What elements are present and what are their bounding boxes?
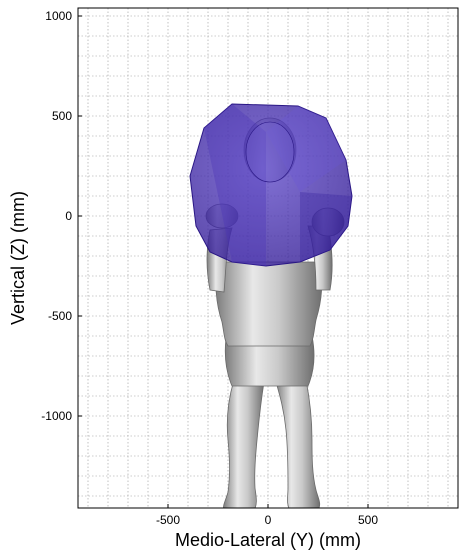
pelvis xyxy=(224,335,315,387)
y-tick-label: 0 xyxy=(65,209,72,223)
envelope-facet-3 xyxy=(300,192,352,262)
x-tick-label: -500 xyxy=(156,513,180,527)
envelope-facet-1 xyxy=(204,104,266,266)
envelope-outer xyxy=(189,103,353,267)
x-tick-label: 500 xyxy=(358,513,378,527)
torso xyxy=(215,261,322,347)
envelope-facet-2 xyxy=(266,106,346,192)
y-axis-ticks: 1000 500 0 -500 -1000 xyxy=(41,9,82,423)
x-axis-label: Medio-Lateral (Y) (mm) xyxy=(175,530,361,550)
y-tick-label: -500 xyxy=(48,309,72,323)
y-tick-label: -1000 xyxy=(41,409,72,423)
x-tick-label: 0 xyxy=(265,513,272,527)
y-axis-label: Vertical (Z) (mm) xyxy=(8,191,28,325)
reach-envelope xyxy=(189,103,353,267)
left-leg xyxy=(223,379,265,508)
y-tick-label: 500 xyxy=(52,109,72,123)
y-tick-label: 1000 xyxy=(45,9,72,23)
envelope-dome xyxy=(245,121,295,183)
right-leg xyxy=(275,379,321,508)
x-axis-ticks: -500 0 500 xyxy=(156,504,378,527)
